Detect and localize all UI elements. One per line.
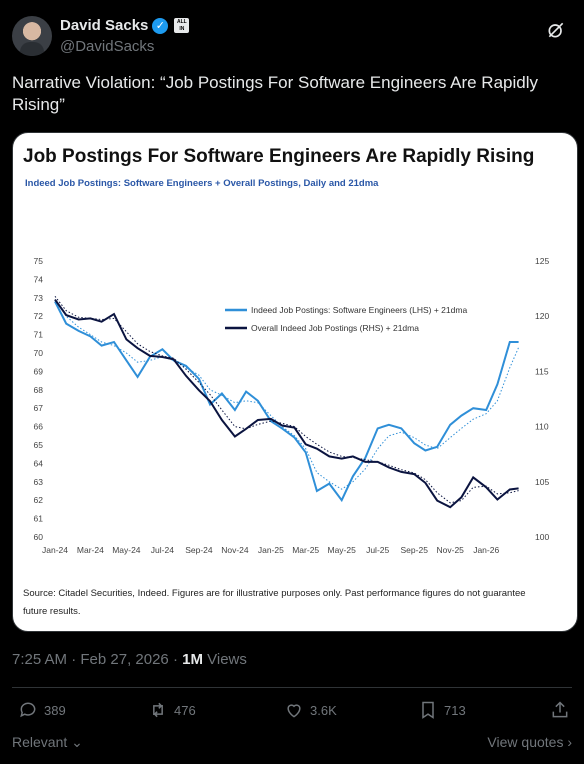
y-left-tick-label: 74 (34, 274, 44, 284)
y-right-tick-label: 100 (535, 532, 549, 542)
action-bar: 389 476 3.6K 713 (12, 700, 572, 726)
share-icon (552, 701, 568, 718)
y-left-tick-label: 65 (34, 440, 44, 450)
share-button[interactable] (550, 700, 570, 720)
legend-label-software-engineers: Indeed Job Postings: Software Engineers … (251, 305, 467, 315)
y-left-tick-label: 73 (34, 293, 44, 303)
x-tick-label: May-25 (328, 545, 357, 555)
y-left-tick-label: 75 (34, 256, 44, 266)
y-left-tick-label: 63 (34, 477, 44, 487)
x-tick-label: Jul-25 (366, 545, 389, 555)
heart-icon (287, 704, 301, 718)
avatar[interactable] (12, 16, 52, 56)
tweet-timestamp[interactable]: 7:25 AM · Feb 27, 2026 (12, 651, 169, 668)
overall-postings-line (54, 299, 519, 509)
x-tick-label: Nov-24 (221, 545, 249, 555)
reply-count: 389 (44, 702, 66, 718)
y-right-tick-label: 125 (535, 256, 549, 266)
y-left-tick-label: 60 (34, 532, 44, 542)
repost-count: 476 (174, 702, 196, 718)
x-tick-label: Sep-25 (401, 545, 429, 555)
like-button[interactable]: 3.6K (284, 700, 337, 720)
reply-icon (20, 702, 36, 718)
bookmark-count: 713 (444, 702, 466, 718)
chart-svg: 60 61 62 63 64 65 66 67 68 69 70 71 72 73 74 75 100 105 11… (34, 256, 550, 555)
tweet-header: David Sacks ✓ ALL IN @DavidSacks (12, 14, 572, 58)
relevant-sort-dropdown[interactable]: Relevant ⌄ (12, 734, 83, 751)
like-count: 3.6K (310, 702, 337, 718)
reply-filter-row: Relevant ⌄ View quotes › (12, 734, 572, 754)
relevant-label: Relevant (12, 734, 68, 750)
meta-separator: · (172, 651, 178, 668)
y-left-tick-label: 64 (34, 458, 44, 468)
x-tick-label: Jan-26 (473, 545, 499, 555)
verified-badge-icon: ✓ (152, 17, 169, 34)
tweet-text: Narrative Violation: “Job Postings For S… (12, 73, 538, 114)
x-tick-label: May-24 (112, 545, 141, 555)
x-tick-label: Nov-25 (437, 545, 465, 555)
software-engineers-line (54, 301, 519, 503)
y-left-tick-label: 67 (34, 403, 44, 413)
software-engineers-21dma-line (54, 299, 520, 490)
repost-button[interactable]: 476 (148, 700, 196, 720)
x-tick-label: Mar-24 (77, 545, 104, 555)
author-handle[interactable]: @DavidSacks (60, 38, 155, 55)
grok-icon[interactable] (546, 20, 566, 40)
view-quotes-label: View quotes (487, 734, 564, 750)
y-left-tick-label: 62 (34, 495, 44, 505)
y-left-tick-label: 69 (34, 366, 44, 376)
y-right-tick-label: 120 (535, 311, 549, 321)
chart-source-note: Source: Citadel Securities, Indeed. Figu… (23, 588, 526, 617)
x-tick-label: Sep-24 (185, 545, 213, 555)
x-tick-label: Jan-25 (258, 545, 284, 555)
y-left-tick-label: 72 (34, 311, 44, 321)
y-left-tick-label: 70 (34, 348, 44, 358)
chevron-down-icon: ⌄ (67, 734, 83, 750)
x-tick-label: Mar-25 (292, 545, 319, 555)
reply-button[interactable]: 389 (18, 700, 66, 720)
view-quotes-link[interactable]: View quotes › (487, 734, 572, 750)
views-label: Views (207, 651, 247, 668)
author-name-row: David Sacks ✓ ALL IN (60, 17, 190, 34)
chart-title: Job Postings For Software Engineers Are … (23, 146, 535, 167)
chevron-right-icon: › (563, 734, 572, 750)
bookmark-button[interactable]: 713 (418, 700, 466, 720)
y-left-tick-label: 61 (34, 514, 44, 524)
y-left-tick-label: 71 (34, 330, 44, 340)
author-display-name[interactable]: David Sacks (60, 17, 149, 34)
divider (12, 687, 572, 688)
chart-image-card[interactable]: 60 61 62 63 64 65 66 67 68 69 70 71 72 73 74 75 100 105 11… (12, 132, 578, 632)
legend-label-overall: Overall Indeed Job Postings (RHS) + 21dm… (251, 323, 419, 333)
y-left-tick-label: 66 (34, 422, 44, 432)
affiliation-badge-icon[interactable]: ALL IN (174, 18, 190, 33)
views-count: 1M (182, 651, 203, 668)
x-tick-label: Jan-24 (42, 545, 68, 555)
chart-subtitle: Indeed Job Postings: Software Engineers … (25, 178, 379, 189)
bookmark-icon (422, 701, 434, 719)
y-left-tick-label: 68 (34, 385, 44, 395)
repost-icon (153, 702, 163, 718)
y-right-tick-label: 115 (535, 366, 549, 376)
y-right-tick-label: 110 (535, 422, 549, 432)
tweet-meta: 7:25 AM · Feb 27, 2026 · 1M Views (12, 651, 247, 668)
x-tick-label: Jul-24 (151, 545, 174, 555)
y-right-tick-label: 105 (535, 477, 549, 487)
